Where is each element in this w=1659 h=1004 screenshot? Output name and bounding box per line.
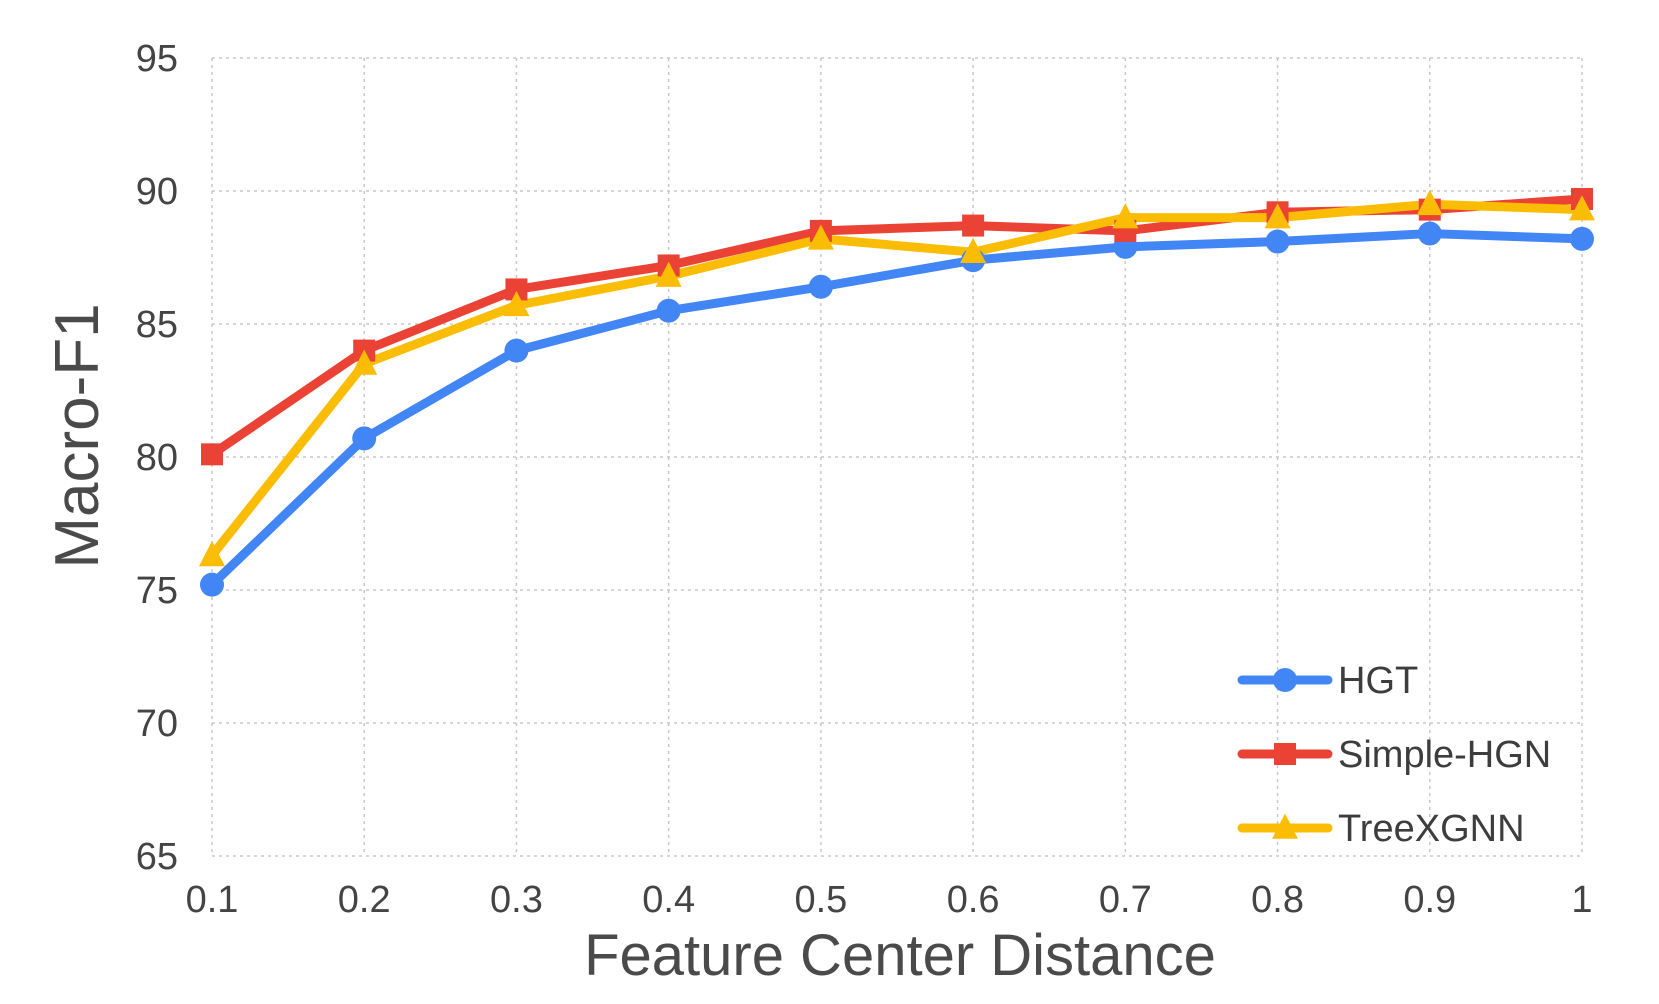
- x-axis-ticks: 0.1 0.2 0.3 0.4 0.5 0.6 0.7 0.8 0.9 1: [186, 879, 1593, 921]
- x-tick-label: 0.9: [1403, 879, 1456, 921]
- point-treexgnn: [1569, 195, 1595, 221]
- legend-marker: [1273, 668, 1297, 692]
- x-tick-label: 0.5: [794, 879, 847, 921]
- point-treexgnn: [807, 224, 834, 250]
- y-tick-label: 75: [136, 570, 178, 612]
- point-simple-hgn: [505, 278, 528, 301]
- x-axis-title: Feature Center Distance: [584, 923, 1216, 988]
- y-tick-label: 85: [136, 304, 178, 346]
- point-hgt: [352, 426, 377, 451]
- grid: [211, 57, 1583, 857]
- y-axis-ticks: 65 70 75 80 85 90 95: [136, 38, 178, 878]
- x-tick-label: 0.7: [1099, 879, 1152, 921]
- series-markers: [199, 187, 1595, 597]
- legend-item-treexgnn: TreeXGNN: [1237, 808, 1525, 850]
- point-treexgnn: [960, 237, 987, 263]
- x-tick-label: 0.6: [947, 879, 1000, 921]
- point-hgt: [1417, 221, 1442, 246]
- point-treexgnn: [655, 261, 682, 287]
- x-tick-label: 0.4: [642, 879, 695, 921]
- y-axis-title: Macro-F1: [43, 303, 112, 568]
- legend-label: HGT: [1338, 660, 1418, 702]
- point-treexgnn: [1112, 203, 1139, 229]
- point-hgt: [656, 298, 681, 323]
- legend-item-simple-hgn: Simple-HGN: [1237, 734, 1551, 776]
- point-treexgnn: [199, 541, 225, 567]
- point-treexgnn: [1264, 203, 1291, 229]
- y-tick-label: 90: [136, 171, 178, 213]
- x-tick-label: 0.1: [186, 879, 239, 921]
- point-treexgnn: [351, 349, 378, 375]
- y-tick-label: 65: [136, 836, 178, 878]
- y-tick-label: 80: [136, 437, 178, 479]
- point-simple-hgn: [962, 214, 985, 237]
- point-hgt: [504, 338, 529, 363]
- point-treexgnn: [1416, 189, 1443, 216]
- legend: HGT Simple-HGN TreeXGNN: [1237, 660, 1551, 850]
- legend-label: TreeXGNN: [1338, 808, 1525, 850]
- point-treexgnn: [503, 290, 530, 317]
- legend-item-hgt: HGT: [1237, 660, 1418, 702]
- legend-marker: [1272, 813, 1298, 839]
- point-hgt: [200, 572, 224, 597]
- legend-label: Simple-HGN: [1338, 734, 1551, 776]
- x-tick-label: 1: [1571, 879, 1592, 921]
- x-tick-label: 0.2: [338, 879, 391, 921]
- point-hgt: [808, 274, 833, 299]
- y-tick-label: 95: [136, 38, 178, 80]
- point-hgt: [1570, 226, 1594, 251]
- x-tick-label: 0.3: [490, 879, 543, 921]
- x-tick-label: 0.8: [1251, 879, 1304, 921]
- point-simple-hgn: [201, 443, 223, 466]
- legend-marker: [1274, 743, 1296, 765]
- point-hgt: [1265, 229, 1290, 254]
- series-line-treexgnn: [207, 199, 1587, 560]
- y-tick-label: 70: [136, 703, 178, 745]
- series-line-hgt: [207, 229, 1587, 590]
- series-lines: [207, 194, 1587, 590]
